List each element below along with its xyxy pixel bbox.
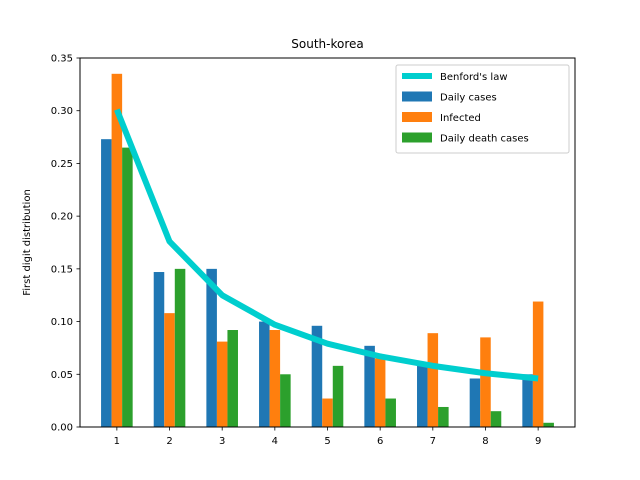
y-tick-label: 0.10 (51, 317, 73, 328)
bar-daily-death-cases-2 (174, 268, 186, 427)
y-tick-label: 0.30 (51, 106, 73, 117)
bar-daily-death-cases-3 (227, 330, 238, 427)
bar-daily-death-cases-1 (122, 147, 133, 428)
legend-swatch-bar (402, 112, 432, 122)
bar-daily-cases-3 (206, 268, 217, 427)
bar-daily-cases-9 (522, 374, 533, 427)
x-tick-label: 6 (377, 436, 383, 447)
x-tick-label: 5 (324, 436, 330, 447)
legend-label: Infected (440, 113, 481, 124)
bar-infected-6 (374, 358, 386, 427)
bar-infected-4 (269, 330, 281, 427)
x-tick-label: 9 (535, 436, 541, 447)
benford-law-line (114, 108, 539, 382)
bar-daily-death-cases-7 (438, 406, 449, 427)
bar-daily-cases-5 (311, 325, 323, 427)
x-tick-label: 1 (114, 436, 120, 447)
legend-label: Daily cases (440, 93, 497, 104)
bar-daily-cases-7 (417, 365, 428, 427)
legend-swatch-bar (402, 132, 432, 143)
x-tick-label: 2 (166, 436, 172, 447)
bar-daily-death-cases-9 (543, 422, 554, 427)
y-tick-label: 0.00 (51, 423, 73, 434)
legend-box (395, 64, 570, 154)
bar-daily-death-cases-4 (280, 374, 291, 427)
axes: 1 2 3 4 5 6 7 8 9 0.00 0.05 0.10 0.15 0.20 0.25 0.30 0.3… (51, 54, 542, 448)
bar-infected-3 (216, 341, 228, 427)
bar-infected-7 (427, 333, 439, 427)
legend-label: Daily death cases (440, 134, 529, 145)
bar-daily-cases-4 (259, 321, 270, 427)
chart-title: South-korea (291, 37, 363, 51)
bar-infected-2 (164, 313, 175, 427)
y-tick-label: 0.25 (51, 159, 73, 170)
bar-daily-death-cases-6 (385, 398, 396, 427)
bar-daily-cases-6 (364, 345, 375, 427)
bar-daily-death-cases-5 (332, 365, 344, 427)
y-tick-label: 0.20 (51, 212, 73, 223)
y-tick-label: 0.35 (51, 54, 73, 65)
x-tick-label: 7 (430, 436, 436, 447)
bar-infected-5 (322, 398, 333, 427)
legend: Benford's law Daily cases Infected Daily de… (395, 64, 570, 154)
bar-infected-9 (532, 301, 544, 427)
y-tick-label: 0.15 (51, 264, 73, 275)
legend-swatch-bar (402, 91, 432, 102)
legend-label: Benford's law (440, 72, 508, 83)
bar-daily-death-cases-8 (490, 411, 502, 427)
x-tick-label: 8 (482, 436, 488, 447)
y-tick-label: 0.05 (51, 370, 73, 381)
bar-daily-cases-1 (101, 139, 112, 427)
bar-infected-1 (111, 73, 123, 427)
plot-area (101, 73, 554, 428)
bar-daily-cases-2 (153, 272, 165, 427)
x-tick-label: 3 (219, 436, 225, 447)
bar-infected-8 (480, 337, 491, 427)
y-axis-title: First digit distribution (22, 189, 33, 296)
bar-daily-cases-8 (469, 378, 481, 427)
x-tick-label: 4 (272, 436, 278, 447)
